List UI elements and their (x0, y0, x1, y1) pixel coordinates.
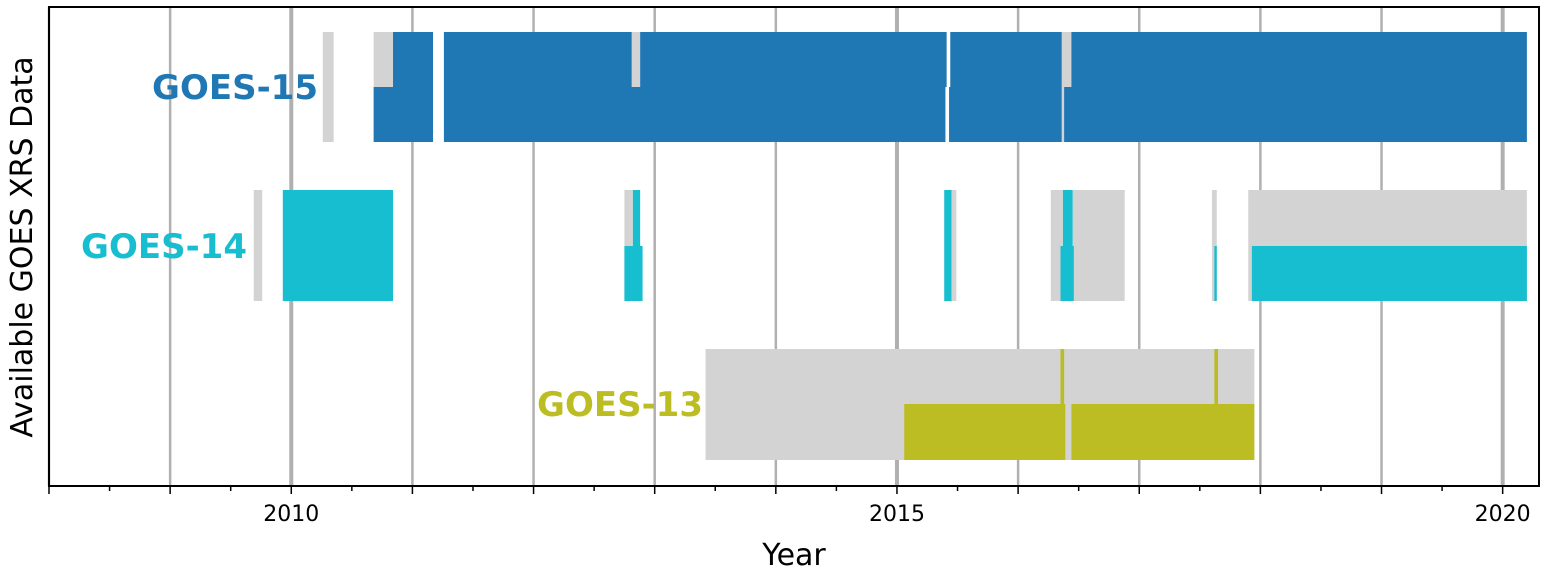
coverage-primary (282, 190, 394, 246)
coverage-gray (624, 190, 633, 301)
y-axis-title: Available GOES XRS Data (5, 56, 40, 437)
coverage-secondary (1251, 246, 1527, 301)
coverage-gray (253, 190, 263, 301)
coverage-primary (944, 190, 952, 246)
coverage-secondary (282, 246, 394, 301)
coverage-secondary (949, 87, 1062, 142)
series-label: GOES-15 (152, 68, 318, 108)
coverage-secondary (904, 404, 1066, 460)
coverage-primary (1062, 190, 1073, 246)
coverage-gray (1050, 190, 1063, 301)
coverage-secondary (1214, 246, 1217, 301)
series-labels-layer: GOES-15 GOES-14 GOES-13 (81, 68, 703, 425)
coverage-primary (393, 32, 434, 87)
coverage-primary (1071, 32, 1527, 87)
coverage-primary (640, 32, 947, 87)
coverage-primary (443, 32, 632, 87)
x-tick-label: 2010 (263, 502, 319, 527)
ticks-layer: 2010 2015 2020 (48, 486, 1531, 527)
x-axis-title: Year (761, 538, 826, 573)
coverage-secondary (1071, 404, 1255, 460)
coverage-secondary (373, 87, 434, 142)
x-tick-label: 2020 (1475, 502, 1531, 527)
x-tick-label: 2015 (869, 502, 925, 527)
coverage-primary (1060, 349, 1065, 404)
coverage-secondary (944, 246, 952, 301)
coverage-secondary (443, 87, 946, 142)
coverage-gray (322, 32, 334, 142)
coverage-primary (1214, 349, 1218, 404)
coverage-secondary (1060, 246, 1074, 301)
coverage-secondary (1064, 87, 1527, 142)
plot-frame (48, 6, 1540, 487)
coverage-secondary (624, 246, 643, 301)
series-label: GOES-14 (81, 227, 247, 267)
coverage-primary (950, 32, 1062, 87)
coverage-gray (1211, 190, 1217, 301)
series-label: GOES-13 (537, 385, 703, 425)
coverage-gray (951, 190, 957, 301)
coverage-gray (1072, 190, 1125, 301)
coverage-primary (632, 190, 641, 246)
bars-layer (253, 32, 1527, 460)
